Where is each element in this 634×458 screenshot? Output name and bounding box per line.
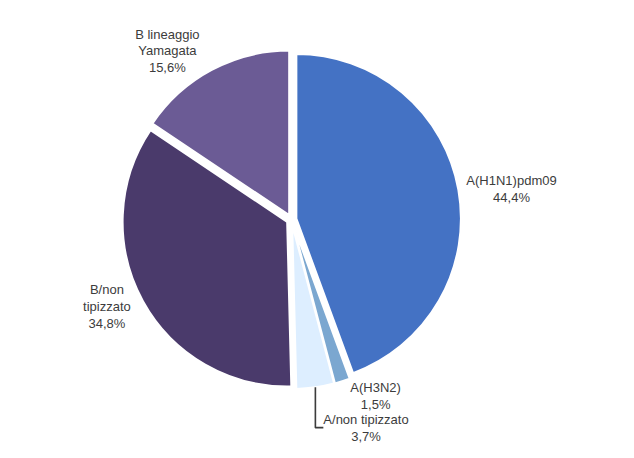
svg-text:A(H1N1)pdm0944,4%: A(H1N1)pdm0944,4% — [466, 173, 556, 205]
svg-text:B/nontipizzato34,8%: B/nontipizzato34,8% — [83, 282, 131, 331]
svg-text:A(H3N2)1,5%: A(H3N2)1,5% — [350, 380, 401, 412]
svg-text:A/non tipizzato3,7%: A/non tipizzato3,7% — [323, 412, 408, 444]
svg-text:B lineaggioYamagata15,6%: B lineaggioYamagata15,6% — [135, 27, 199, 76]
